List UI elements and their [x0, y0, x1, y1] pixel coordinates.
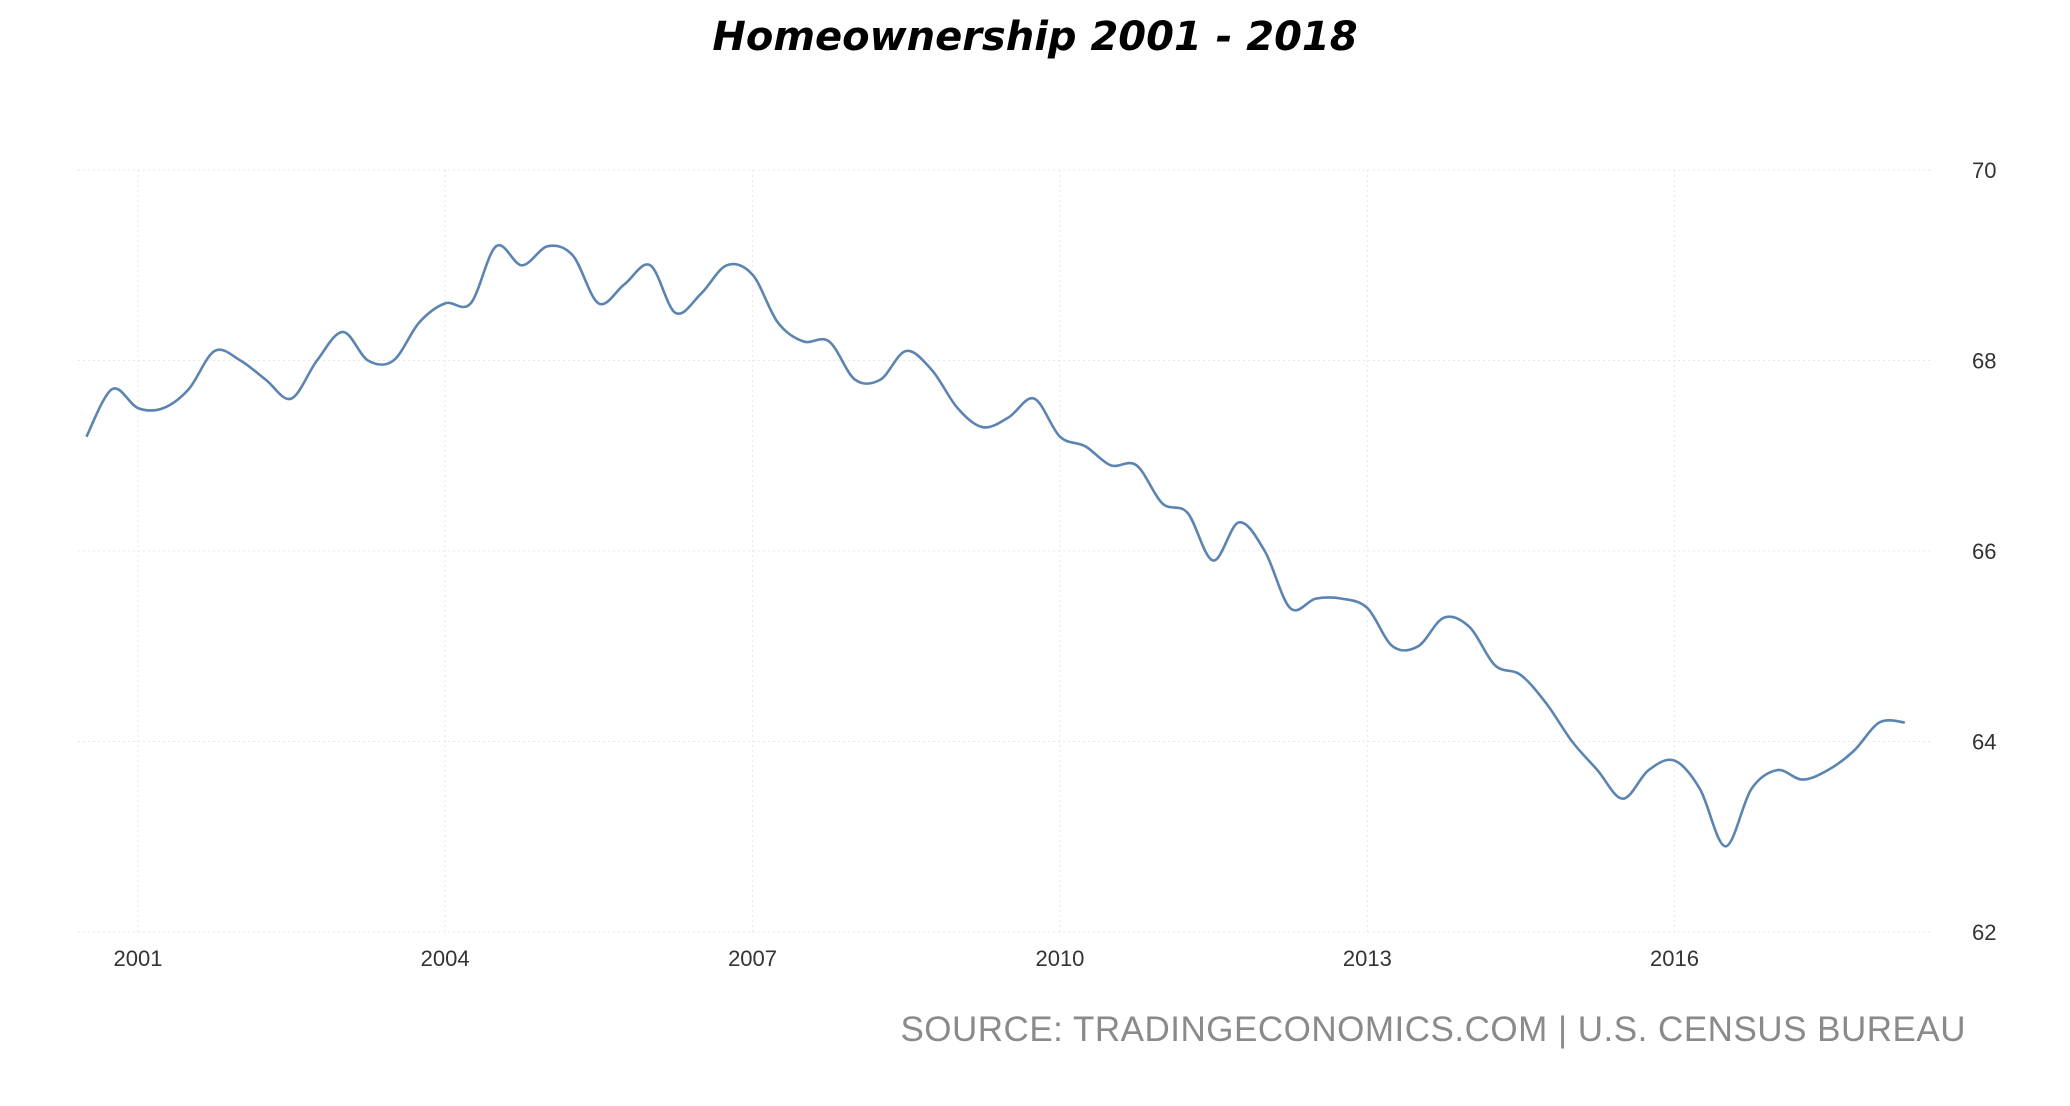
- x-tick-label: 2016: [1650, 946, 1699, 971]
- y-axis: 70 68 66 64 62: [1972, 158, 1996, 945]
- series-group: [85, 243, 1905, 848]
- y-tick-label: 62: [1972, 920, 1996, 945]
- y-tick-label: 68: [1972, 349, 1996, 374]
- x-tick-label: 2007: [728, 946, 777, 971]
- grid: [78, 169, 1930, 933]
- x-tick-label: 2001: [114, 946, 163, 971]
- y-tick-label: 70: [1972, 158, 1996, 183]
- series-line: [85, 243, 1905, 848]
- chart-title: Homeownership 2001 - 2018: [712, 14, 1358, 60]
- x-tick-label: 2004: [421, 946, 470, 971]
- x-tick-label: 2010: [1035, 946, 1084, 971]
- y-tick-label: 64: [1972, 730, 1996, 755]
- y-tick-label: 66: [1972, 539, 1996, 564]
- x-axis: 2001 2004 2007 2010 2013 2016: [114, 946, 1699, 971]
- x-tick-label: 2013: [1343, 946, 1392, 971]
- source-note: SOURCE: TRADINGECONOMICS.COM | U.S. CENS…: [900, 1010, 1966, 1049]
